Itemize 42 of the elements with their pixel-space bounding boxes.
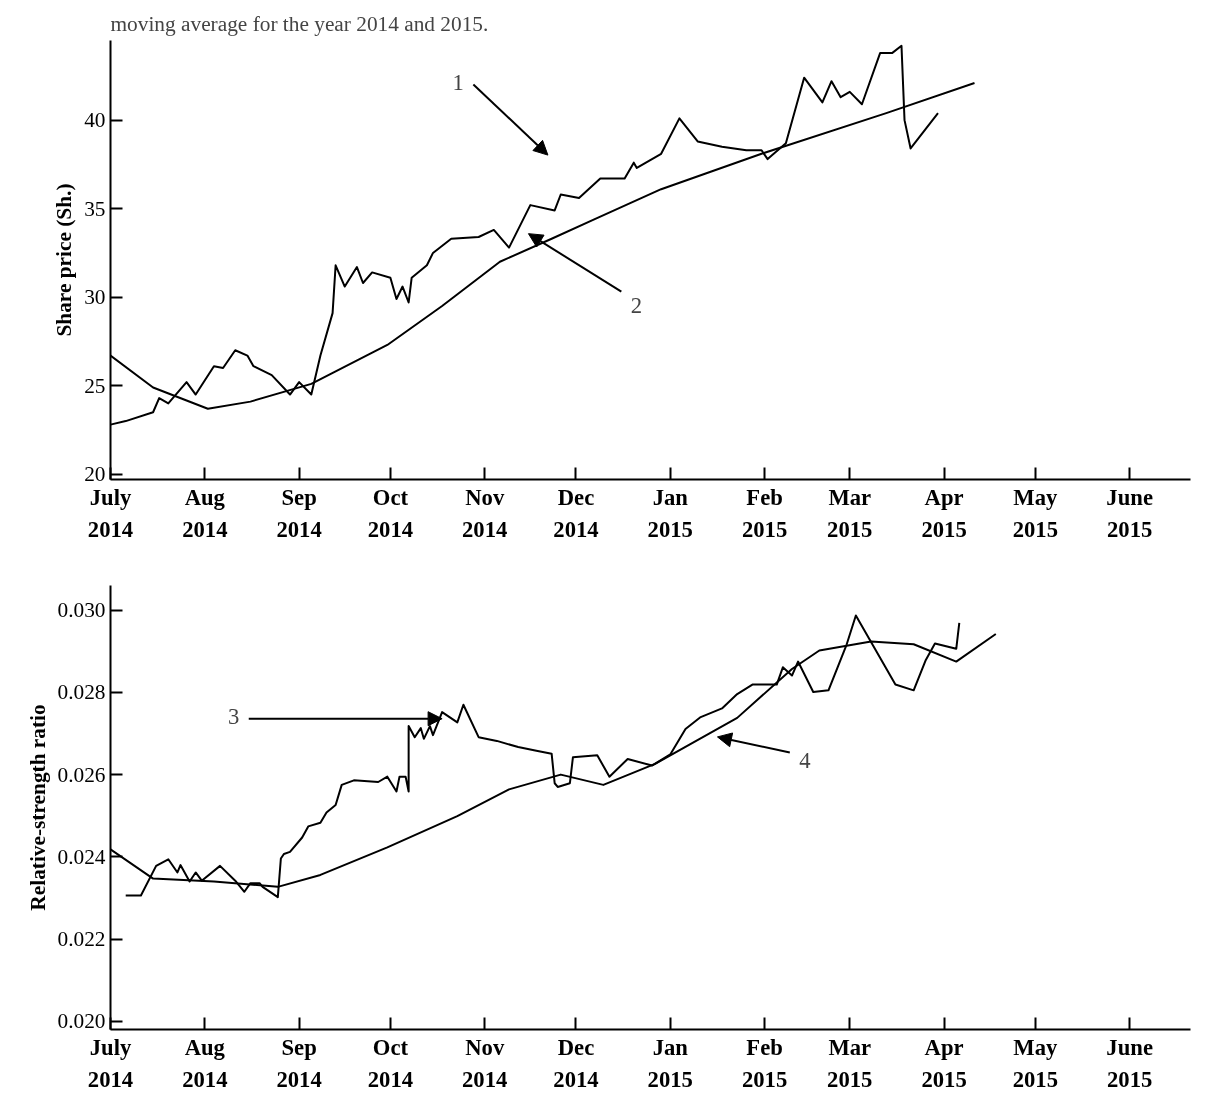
x-tick-label: Dec 2014 bbox=[553, 484, 599, 542]
x-tick-label: Oct 2014 bbox=[367, 1034, 414, 1092]
annotation: 4 bbox=[799, 748, 811, 774]
annotation: 3 bbox=[227, 703, 240, 729]
x-tick-label: Sep 2014 bbox=[276, 484, 322, 542]
x-tick-label: Nov 2014 bbox=[462, 484, 508, 542]
y-tick-label: 0.022 bbox=[57, 927, 106, 952]
x-tick-label: May 2015 bbox=[1012, 1034, 1059, 1092]
y-tick-label: 20 bbox=[84, 462, 106, 487]
annotation: 2 bbox=[630, 293, 643, 319]
x-tick-label: July 2014 bbox=[87, 484, 134, 542]
annotation: 1 bbox=[452, 69, 464, 95]
y-tick-label: 0.020 bbox=[57, 1009, 106, 1034]
x-tick-label: Mar 2015 bbox=[827, 484, 873, 542]
x-tick-label: June 2015 bbox=[1106, 1034, 1153, 1092]
x-tick-label: July 2014 bbox=[87, 1034, 134, 1092]
x-tick-label: June 2015 bbox=[1106, 484, 1153, 542]
x-tick-label: Aug 2014 bbox=[182, 1034, 228, 1092]
y-tick-label: 35 bbox=[84, 196, 106, 221]
x-tick-label: Aug 2014 bbox=[182, 484, 228, 542]
x-tick-label: May 2015 bbox=[1012, 484, 1059, 542]
x-tick-label: Nov 2014 bbox=[462, 1034, 508, 1092]
x-tick-label: Dec 2014 bbox=[553, 1034, 599, 1092]
y-tick-label: 0.026 bbox=[57, 762, 106, 787]
x-tick-label: Apr 2015 bbox=[921, 484, 967, 542]
x-tick-label: Jan 2015 bbox=[647, 1034, 693, 1092]
x-tick-label: Feb 2015 bbox=[741, 1034, 788, 1092]
y-axis-title: Share price (Sh.) bbox=[52, 183, 77, 337]
y-tick-label: 0.030 bbox=[57, 598, 106, 623]
x-tick-label: Apr 2015 bbox=[921, 1034, 967, 1092]
y-tick-label: 0.024 bbox=[57, 844, 106, 869]
y-tick-label: 0.028 bbox=[57, 680, 106, 705]
x-tick-label: Sep 2014 bbox=[276, 1034, 322, 1092]
y-axis-title: Relative-strength ratio bbox=[25, 704, 50, 911]
y-tick-label: 25 bbox=[84, 373, 106, 398]
text: moving average for the year 2014 and 2015. bbox=[110, 11, 489, 36]
x-tick-label: Feb 2015 bbox=[741, 484, 788, 542]
x-tick-label: Jan 2015 bbox=[647, 484, 693, 542]
x-tick-label: Mar 2015 bbox=[827, 1034, 873, 1092]
y-tick-label: 40 bbox=[84, 108, 106, 133]
y-tick-label: 30 bbox=[84, 285, 106, 310]
x-tick-label: Oct 2014 bbox=[367, 484, 414, 542]
